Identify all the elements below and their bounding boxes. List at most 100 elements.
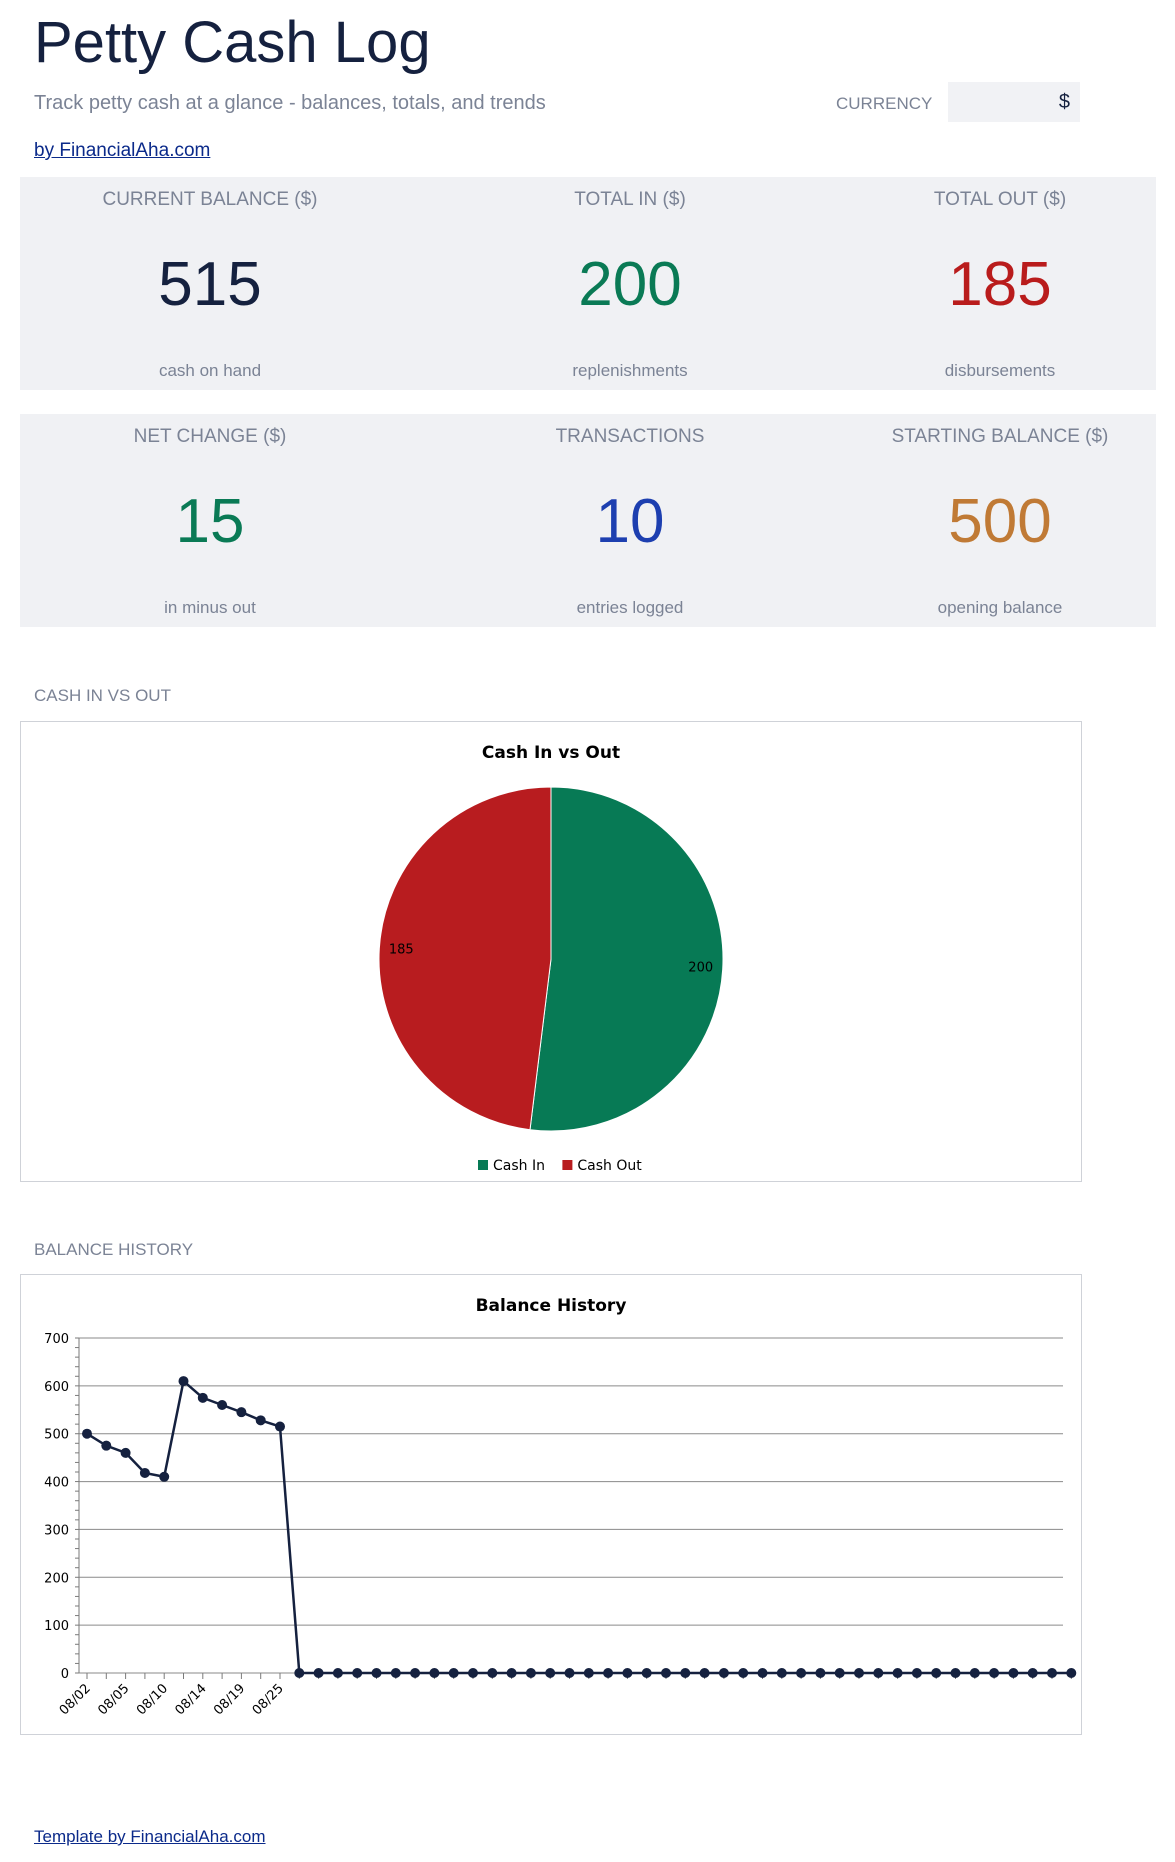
balance-point[interactable] xyxy=(448,1668,459,1678)
kpi-label: NET CHANGE ($) xyxy=(133,426,287,447)
balance-point[interactable] xyxy=(583,1668,594,1678)
balance-point[interactable] xyxy=(294,1668,305,1678)
balance-point[interactable] xyxy=(371,1668,382,1678)
footer-link[interactable]: Template by FinancialAha.com xyxy=(34,1827,266,1846)
balance-point[interactable] xyxy=(120,1447,131,1458)
kpi-transactions: TRANSACTIONS 10 entries logged xyxy=(440,414,820,627)
x-tick-label: 08/25 xyxy=(250,1681,287,1718)
kpi-starting-balance: STARTING BALANCE ($) 500 opening balance xyxy=(810,414,1175,627)
legend-entry: Cash Out xyxy=(577,1158,642,1174)
kpi-caption: opening balance xyxy=(937,598,1063,617)
balance-point[interactable] xyxy=(680,1668,691,1678)
balance-point[interactable] xyxy=(159,1471,170,1482)
balance-point[interactable] xyxy=(854,1668,864,1678)
legend-swatch xyxy=(562,1160,573,1170)
balance-point[interactable] xyxy=(525,1668,536,1678)
balance-point[interactable] xyxy=(506,1668,517,1678)
balance-point[interactable] xyxy=(969,1668,980,1678)
line-chart-title: Balance History xyxy=(476,1296,627,1316)
legend-swatch xyxy=(478,1160,488,1170)
balance-point[interactable] xyxy=(236,1407,247,1418)
balance-point[interactable] xyxy=(1027,1668,1038,1678)
balance-point[interactable] xyxy=(390,1668,401,1678)
balance-point[interactable] xyxy=(217,1400,228,1410)
page-title: Petty Cash Log xyxy=(34,10,431,75)
kpi-value: 500 xyxy=(948,487,1052,556)
kpi-value: 15 xyxy=(175,487,245,556)
kpi-caption: in minus out xyxy=(164,598,256,617)
balance-point[interactable] xyxy=(139,1467,150,1478)
pie-slice-cash-in[interactable] xyxy=(529,786,724,1132)
balance-line xyxy=(86,1378,1072,1675)
balance-point[interactable] xyxy=(487,1668,498,1678)
pie-slice-cash-out[interactable] xyxy=(378,786,552,1131)
x-tick-label: 08/05 xyxy=(95,1681,132,1718)
balance-point[interactable] xyxy=(352,1668,363,1678)
y-tick-label: 200 xyxy=(44,1571,69,1586)
balance-point[interactable] xyxy=(1066,1668,1077,1678)
kpi-label: CURRENT BALANCE ($) xyxy=(102,189,318,210)
balance-point[interactable] xyxy=(178,1376,189,1387)
balance-point[interactable] xyxy=(873,1668,884,1678)
legend-entry: Cash In xyxy=(493,1158,545,1174)
balance-point[interactable] xyxy=(545,1668,556,1678)
balance-point[interactable] xyxy=(101,1440,112,1451)
balance-point[interactable] xyxy=(622,1668,633,1678)
y-tick-label: 600 xyxy=(44,1380,69,1395)
section-label-line: BALANCE HISTORY xyxy=(34,1240,194,1259)
kpi-row-bottom: NET CHANGE ($) 15 in minus out TRANSACTI… xyxy=(20,414,1156,627)
balance-point[interactable] xyxy=(429,1668,440,1678)
y-tick-label: 100 xyxy=(44,1619,69,1634)
x-tick-label: 08/14 xyxy=(173,1681,210,1718)
currency-value: $ xyxy=(1058,91,1070,113)
balance-point[interactable] xyxy=(911,1668,922,1678)
balance-point[interactable] xyxy=(931,1668,942,1678)
balance-point[interactable] xyxy=(661,1668,671,1678)
balance-point[interactable] xyxy=(641,1668,652,1678)
balance-point[interactable] xyxy=(776,1668,787,1678)
balance-point[interactable] xyxy=(332,1668,343,1678)
kpi-value: 185 xyxy=(948,250,1052,319)
line-chart-panel[interactable]: Balance History 0 100 200 300 400 500 600 700 08… xyxy=(20,1274,1082,1735)
balance-point[interactable] xyxy=(989,1668,1000,1678)
balance-point[interactable] xyxy=(950,1668,961,1678)
byline-link[interactable]: by FinancialAha.com xyxy=(34,140,211,161)
balance-point[interactable] xyxy=(757,1668,768,1678)
kpi-caption: disbursements xyxy=(944,361,1056,380)
pie-data-label: 185 xyxy=(389,942,414,957)
kpi-caption: cash on hand xyxy=(158,361,262,380)
currency-field[interactable]: $ xyxy=(948,82,1080,122)
balance-point[interactable] xyxy=(255,1415,266,1426)
balance-point[interactable] xyxy=(197,1392,208,1403)
kpi-total-in: TOTAL IN ($) 200 replenishments xyxy=(440,177,820,390)
kpi-label: STARTING BALANCE ($) xyxy=(891,426,1109,447)
balance-point[interactable] xyxy=(82,1428,92,1439)
x-tick-label: 08/02 xyxy=(57,1681,94,1718)
balance-point[interactable] xyxy=(892,1668,903,1678)
kpi-current-balance: CURRENT BALANCE ($) 515 cash on hand xyxy=(20,177,400,390)
balance-point[interactable] xyxy=(313,1668,324,1678)
balance-point[interactable] xyxy=(815,1668,826,1678)
kpi-value: 10 xyxy=(595,487,665,556)
balance-point[interactable] xyxy=(275,1421,285,1432)
balance-point[interactable] xyxy=(603,1668,614,1678)
currency-label: CURRENCY xyxy=(836,94,933,113)
section-label-pie: CASH IN VS OUT xyxy=(34,686,171,705)
kpi-net-change: NET CHANGE ($) 15 in minus out xyxy=(20,414,400,627)
balance-point[interactable] xyxy=(738,1668,749,1678)
pie-chart: Cash In vs Out 200 185 Cash In Cash Out xyxy=(378,743,724,1174)
balance-point[interactable] xyxy=(1008,1668,1019,1678)
y-tick-label: 0 xyxy=(61,1667,69,1682)
balance-point[interactable] xyxy=(564,1668,575,1678)
pie-chart-panel[interactable]: Cash In vs Out 200 185 Cash In Cash Out xyxy=(20,721,1082,1182)
balance-point[interactable] xyxy=(834,1668,845,1678)
y-tick-label: 300 xyxy=(44,1523,69,1538)
balance-point[interactable] xyxy=(699,1668,710,1678)
balance-point[interactable] xyxy=(410,1668,421,1678)
balance-point[interactable] xyxy=(796,1668,807,1678)
x-tick-label: 08/10 xyxy=(134,1681,171,1718)
balance-point[interactable] xyxy=(1047,1668,1057,1678)
balance-point[interactable] xyxy=(718,1668,729,1678)
pie-data-label: 200 xyxy=(688,961,713,976)
balance-point[interactable] xyxy=(468,1668,478,1678)
